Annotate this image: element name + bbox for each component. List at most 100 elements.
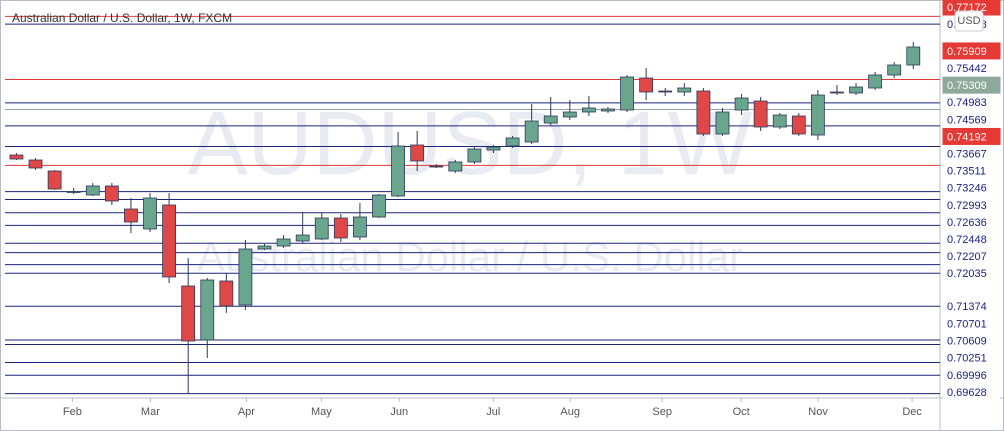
price-label: 0.74569: [947, 114, 987, 126]
candle-body: [505, 137, 520, 147]
price-label-box: [942, 76, 1001, 94]
x-tick-label: May: [311, 406, 332, 418]
candle-body: [524, 120, 539, 143]
candle-body: [810, 94, 825, 136]
price-label-box: [943, 145, 1000, 162]
x-tick-label: Jul: [486, 406, 500, 418]
candle-body: [581, 107, 596, 113]
candle-body: [85, 185, 100, 196]
currency-label[interactable]: USD: [957, 15, 980, 27]
candle-body: [887, 64, 902, 76]
price-label-box: [943, 196, 1000, 213]
price-label-box: [943, 111, 1000, 128]
price-label: 0.74192: [947, 131, 987, 143]
candle-body: [295, 234, 310, 242]
x-tick-label: Oct: [733, 406, 750, 418]
price-label-box: [943, 248, 1000, 265]
price-label: 0.73667: [947, 148, 987, 160]
price-label-box: [943, 94, 1000, 111]
price-label: 0.70251: [947, 353, 987, 365]
price-label: 0.69628: [947, 387, 987, 399]
price-label-box: [943, 349, 1000, 366]
price-label: 0.75442: [947, 63, 987, 75]
price-label-box: [943, 213, 1000, 230]
candle-body: [219, 280, 234, 307]
candle-body: [906, 46, 921, 66]
candle-body: [372, 194, 386, 218]
candle-body: [562, 111, 577, 118]
x-tick-label: Nov: [808, 406, 828, 418]
candle-body: [47, 170, 62, 190]
candle-body: [677, 87, 692, 93]
price-label: 0.72207: [947, 251, 987, 263]
candle-body: [200, 279, 215, 341]
watermark-symbol: AUDUSD, 1W: [187, 94, 752, 194]
price-label: 0.72448: [947, 234, 987, 246]
price-label-box: [943, 179, 1000, 196]
candle-body: [353, 216, 367, 238]
candle-body: [601, 108, 615, 112]
price-label-box: [942, 42, 1001, 60]
candle-body: [715, 111, 730, 135]
candle-body: [753, 100, 768, 128]
price-label-box: [943, 315, 1000, 332]
candle-body: [391, 145, 405, 197]
candle-body: [448, 161, 463, 172]
candle-body: [104, 185, 119, 202]
price-label-box: [943, 298, 1000, 315]
candle-body: [620, 76, 634, 111]
candle-body: [830, 91, 844, 94]
x-tick-label: Mar: [141, 406, 160, 418]
candle-body: [486, 146, 501, 151]
candle-body: [639, 77, 654, 93]
candle-body: [333, 217, 348, 239]
candle-body: [9, 154, 24, 160]
candle-body: [143, 197, 157, 230]
x-tick-label: Jun: [390, 406, 408, 418]
candle-body: [162, 204, 177, 278]
candle-body: [314, 217, 329, 240]
candle-body: [66, 191, 81, 193]
currency-button[interactable]: [954, 10, 984, 32]
price-label: 0.70701: [947, 319, 987, 331]
candle-body: [868, 74, 883, 89]
candle-body: [276, 238, 291, 247]
candle-body: [429, 165, 444, 168]
price-label-box: [943, 265, 1000, 282]
x-tick-label: Dec: [902, 406, 922, 418]
candle-body: [772, 114, 787, 128]
chart-title: Australian Dollar / U.S. Dollar, 1W, FXC…: [12, 11, 232, 25]
candle-body: [543, 115, 558, 124]
price-label: 0.71374: [947, 301, 987, 313]
x-tick-label: Apr: [238, 406, 255, 418]
price-label-box: [943, 384, 1000, 400]
candle-body: [658, 90, 673, 93]
candle-body: [410, 144, 425, 162]
candle-body: [734, 97, 749, 111]
price-label: 0.72035: [947, 268, 987, 280]
candle-body: [849, 86, 863, 94]
price-label: 0.72636: [947, 217, 987, 229]
candle-body: [257, 245, 272, 250]
price-label: 0.74983: [947, 97, 987, 109]
candle-body: [791, 115, 806, 135]
x-tick-label: Aug: [560, 406, 580, 418]
candle-body: [238, 248, 253, 306]
price-label-box: [943, 366, 1000, 383]
price-label: 0.69996: [947, 370, 987, 382]
price-label: 0.75909: [947, 46, 987, 58]
candle-body: [124, 208, 138, 223]
candle-body: [28, 159, 43, 169]
price-label: 0.73246: [947, 183, 987, 195]
candle-body: [696, 90, 711, 135]
price-label: 0.75309: [947, 80, 987, 92]
price-label-box: [943, 162, 1000, 179]
candle-body: [467, 148, 482, 163]
price-label: 0.70609: [947, 336, 987, 348]
price-label-box: [943, 60, 1000, 77]
candle-body: [181, 285, 196, 342]
price-label-box: [943, 231, 1000, 248]
x-tick-label: Sep: [652, 406, 672, 418]
